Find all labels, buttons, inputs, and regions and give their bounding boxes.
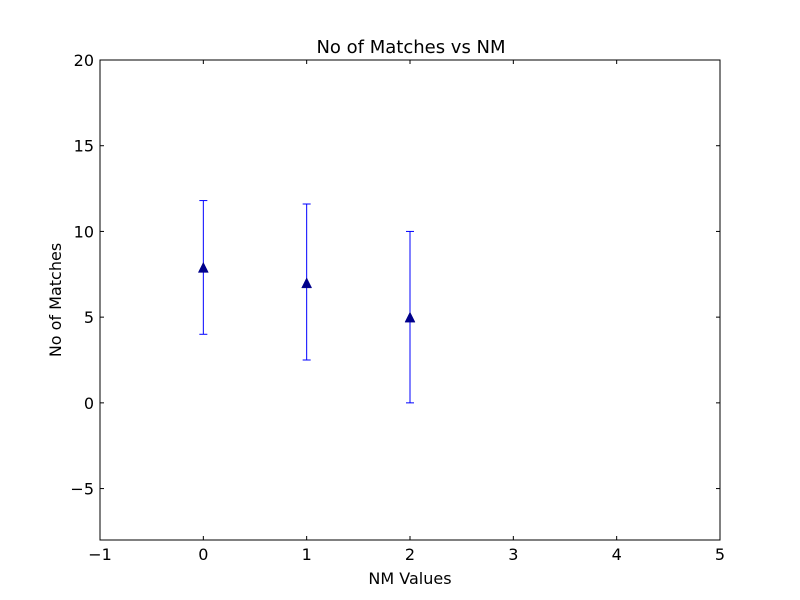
data-layer bbox=[197, 200, 416, 404]
data-point-triangle bbox=[301, 277, 313, 289]
ticks-layer: −1 0 1 2 3 4 5 −5 0 5 10 15 20 bbox=[70, 51, 725, 564]
x-axis-label: NM Values bbox=[368, 569, 451, 588]
data-point-triangle bbox=[197, 261, 209, 273]
x-tick-label: 2 bbox=[405, 545, 415, 564]
chart-title: No of Matches vs NM bbox=[316, 37, 505, 58]
y-tick-label: 15 bbox=[74, 137, 94, 156]
x-tick-label: 1 bbox=[302, 545, 312, 564]
x-tick-label: −1 bbox=[88, 545, 112, 564]
x-tick-label: 3 bbox=[508, 545, 518, 564]
x-tick-label: 0 bbox=[198, 545, 208, 564]
y-axis-label: No of Matches bbox=[46, 243, 65, 357]
plot-frame bbox=[99, 59, 721, 541]
y-tick-label: 10 bbox=[74, 222, 94, 241]
x-tick-label: 4 bbox=[612, 545, 622, 564]
data-point-triangle bbox=[404, 311, 416, 323]
y-tick-label: 0 bbox=[84, 394, 94, 413]
y-tick-label: −5 bbox=[70, 480, 94, 499]
y-tick-label: 5 bbox=[84, 308, 94, 327]
x-tick-label: 5 bbox=[715, 545, 725, 564]
y-tick-label: 20 bbox=[74, 51, 94, 70]
